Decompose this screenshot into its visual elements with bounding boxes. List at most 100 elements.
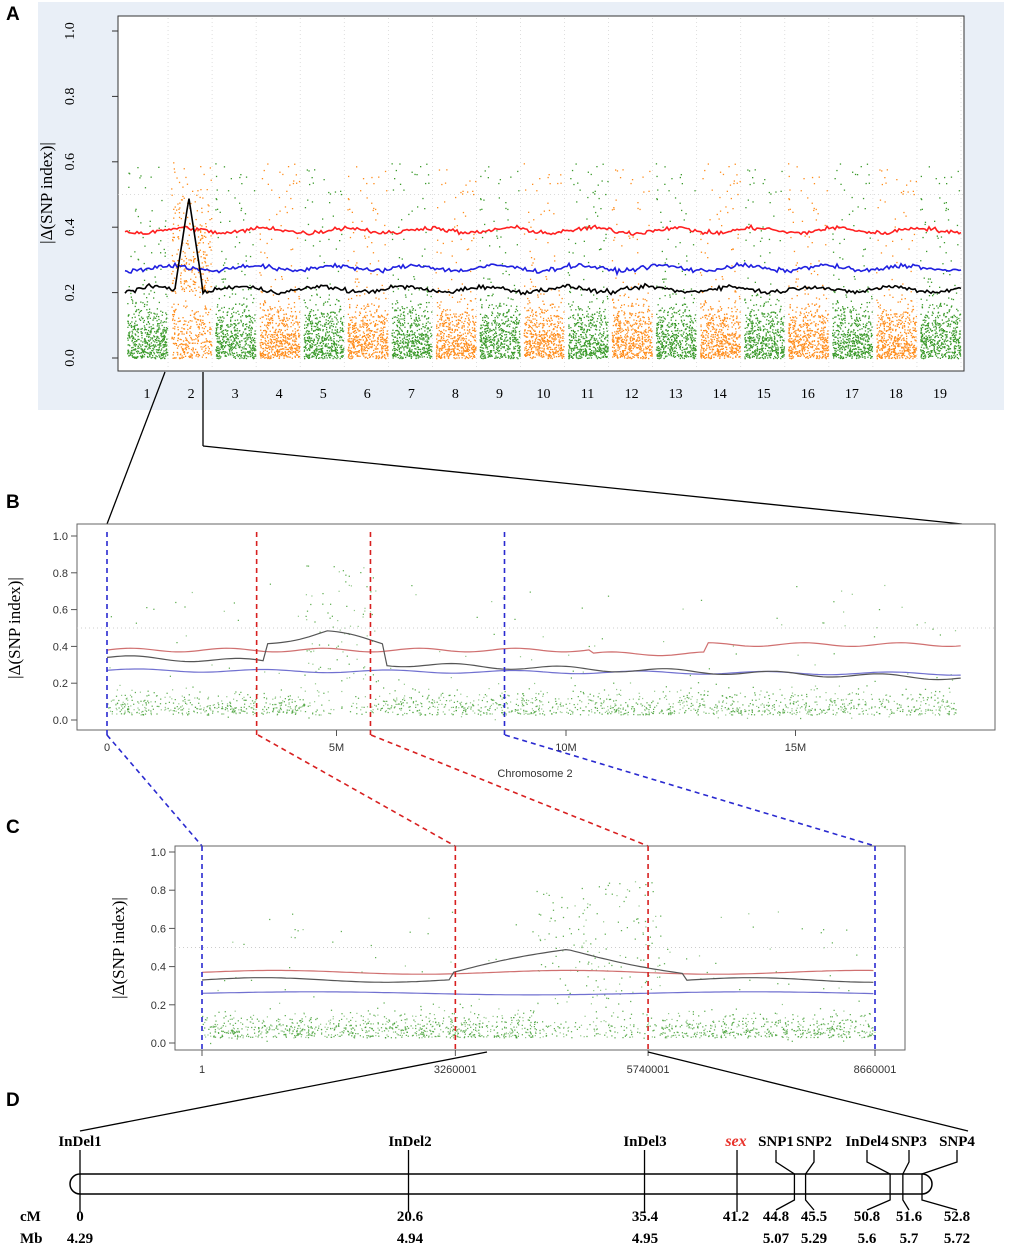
panel-a-xtick-label: 5 <box>320 387 327 402</box>
marker-cm-value: 35.4 <box>632 1209 659 1225</box>
marker-indel3: InDel3 35.4 4.95 <box>623 1134 666 1247</box>
marker-cm-value: 0 <box>76 1209 84 1225</box>
panel-c-line <box>201 991 874 996</box>
panel-c-xtick-label: 8660001 <box>854 1064 897 1076</box>
panel-a-ytick-label: 0.2 <box>63 284 78 302</box>
chromosome-7-points <box>391 163 433 360</box>
panel-a-xtick-label: 8 <box>452 387 459 402</box>
panel-c-ytick-label: 0.8 <box>151 885 166 897</box>
panel-a-xtick-label: 9 <box>496 387 503 402</box>
marker-label: InDel3 <box>623 1134 666 1150</box>
panel-a-xtick-label: 16 <box>801 387 815 402</box>
panel-a-xtick-label: 15 <box>757 387 771 402</box>
marker-indel2: InDel2 20.6 4.94 <box>388 1134 431 1247</box>
panel-c-points <box>202 881 876 1045</box>
connector-a-to-b <box>106 371 963 525</box>
panel-b-letter: B <box>6 492 20 513</box>
panel-a-xtick-label: 17 <box>845 387 859 402</box>
marker-snp1: SNP1 44.8 5.07 <box>758 1134 796 1247</box>
connector-b-to-c <box>106 734 876 847</box>
chromosome-14-points <box>699 163 741 360</box>
marker-snp4: SNP4 52.8 5.72 <box>921 1134 975 1247</box>
marker-mb-value: 4.94 <box>397 1231 424 1247</box>
panel-b-points <box>107 565 957 721</box>
panel-b-x-axis-label: Chromosome 2 <box>497 768 572 780</box>
panel-c-ytick-label: 1.0 <box>151 847 166 859</box>
panel-a-ytick-label: 1.0 <box>63 22 78 40</box>
chromosome-9-points <box>479 166 521 360</box>
marker-sex: sex 41.2 <box>723 1133 749 1225</box>
panel-a-xtick-label: 19 <box>933 387 947 402</box>
marker-mb-value: 4.29 <box>67 1231 93 1247</box>
chromosome-bar <box>69 1173 933 1195</box>
chromosome-3-points <box>215 163 257 360</box>
panel-b-xtick-label: 15M <box>785 742 806 754</box>
marker-snp3: SNP3 51.6 5.7 <box>891 1134 927 1247</box>
marker-label: SNP3 <box>891 1134 927 1150</box>
panel-b-line <box>106 630 961 681</box>
panel-c: C 0.0 0.2 0.4 0.6 0.8 1.0 1 3260001 5740001 8660… <box>6 817 906 1076</box>
panel-b-ytick-label: 1.0 <box>53 531 68 543</box>
chromosome-16-points <box>787 163 830 360</box>
panel-b-ytick-label: 0.6 <box>53 605 68 617</box>
mb-row-label: Mb <box>20 1231 43 1247</box>
panel-a-y-axis-label: |Δ(SNP index)| <box>37 142 56 244</box>
panel-c-letter: C <box>6 817 20 838</box>
marker-cm-value: 45.5 <box>801 1209 827 1225</box>
panel-a-xtick-label: 7 <box>408 387 415 402</box>
marker-cm-value: 52.8 <box>944 1209 970 1225</box>
panel-b-ytick-label: 0.8 <box>53 568 68 580</box>
panel-a-ytick-label: 0.4 <box>63 218 78 236</box>
panel-a-xtick-label: 13 <box>669 387 683 402</box>
panel-b-y-axis-label: |Δ(SNP index)| <box>5 577 24 679</box>
panel-a-ytick-label: 0.8 <box>63 88 78 106</box>
panel-c-ytick-label: 0.4 <box>151 962 166 974</box>
marker-indel4: InDel4 50.8 5.6 <box>845 1134 891 1247</box>
chromosome-8-points <box>435 169 477 360</box>
marker-label: InDel4 <box>845 1134 889 1150</box>
panel-c-line <box>201 948 874 983</box>
marker-label: SNP1 <box>758 1134 794 1150</box>
chromosome-15-points <box>743 169 785 360</box>
chromosome-11-points <box>567 163 609 360</box>
panel-b-plot-area <box>76 523 996 731</box>
panel-c-xtick-label: 3260001 <box>434 1064 477 1076</box>
chromosome-17-points <box>832 163 873 360</box>
panel-b-xtick-label: 5M <box>329 742 344 754</box>
marker-mb-value: 4.95 <box>632 1231 658 1247</box>
panel-c-xtick-label: 5740001 <box>627 1064 670 1076</box>
panel-c-y-axis-label: |Δ(SNP index)| <box>109 897 128 999</box>
panel-a-xtick-label: 10 <box>537 387 551 402</box>
panel-b-ytick-label: 0.0 <box>53 715 68 727</box>
panel-b-ytick-label: 0.2 <box>53 678 68 690</box>
chromosome-1-points <box>127 166 169 360</box>
panel-c-xtick-label: 1 <box>199 1064 205 1076</box>
marker-mb-value: 5.29 <box>801 1231 827 1247</box>
chromosome-18-points <box>876 169 918 360</box>
connector-c-to-d <box>79 1051 969 1132</box>
panel-a-xtick-label: 1 <box>144 387 151 402</box>
chromosome-19-points <box>920 166 962 360</box>
panel-a-line-delta-SNP-index <box>124 198 962 296</box>
panel-b: B 0.0 0.2 0.4 0.6 0.8 1.0 0 5M 10M 15M |Δ(SNP in… <box>5 492 996 780</box>
chromosome-5-points <box>303 169 345 360</box>
panel-a-xtick-label: 11 <box>581 387 594 402</box>
panel-a-xtick-label: 6 <box>364 387 371 402</box>
panel-a-xtick-label: 4 <box>276 387 283 402</box>
marker-cm-value: 41.2 <box>723 1209 749 1225</box>
panel-c-ytick-label: 0.6 <box>151 923 166 935</box>
panel-c-ytick-label: 0.0 <box>151 1038 166 1050</box>
panel-a-line-blue-threshold <box>124 261 962 277</box>
panel-a-ytick-label: 0.0 <box>63 349 78 367</box>
marker-mb-value: 5.6 <box>858 1231 877 1247</box>
marker-label: InDel2 <box>388 1134 431 1150</box>
marker-indel1: InDel1 0 4.29 <box>58 1134 101 1247</box>
panel-a-ytick-label: 0.6 <box>63 153 78 171</box>
panel-d: D InDel1 0 4.29 InDel2 20.6 4.94 InDel3 35.4 4.9… <box>6 1090 975 1247</box>
panel-b-xtick-label: 0 <box>104 742 110 754</box>
panel-b-line <box>106 642 961 657</box>
panel-a-line-red-threshold <box>124 223 962 236</box>
chromosome-4-points <box>259 163 301 360</box>
panel-b-xtick-label: 10M <box>555 742 576 754</box>
marker-mb-value: 5.7 <box>900 1231 919 1247</box>
